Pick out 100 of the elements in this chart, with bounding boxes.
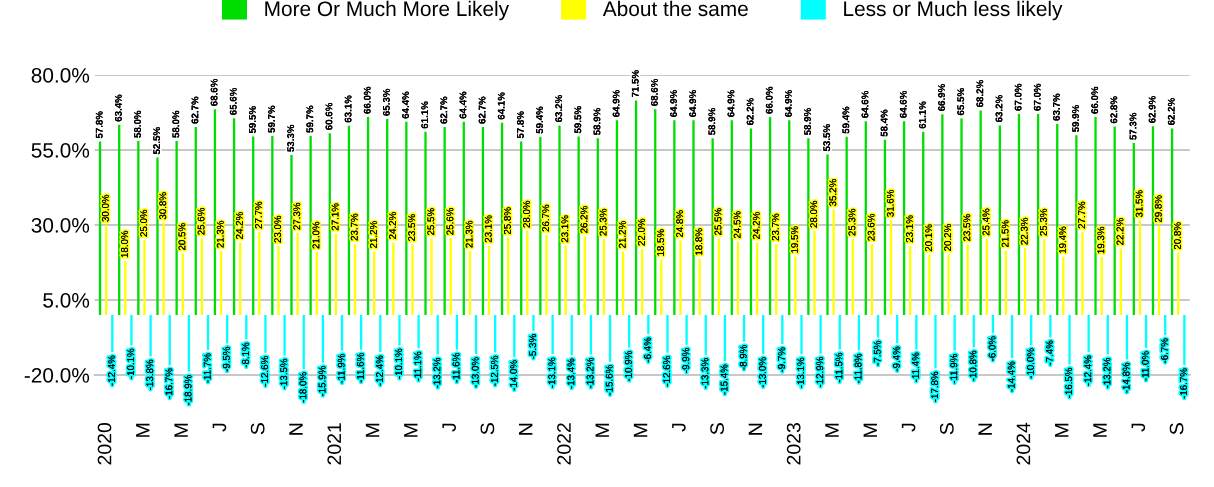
data-label: -12.4% [1084, 355, 1092, 386]
bar [551, 314, 554, 355]
data-label: -13.2% [1103, 357, 1111, 388]
data-label: 61.1% [421, 101, 429, 129]
x-tick-label: M [825, 423, 839, 437]
data-label: 59.4% [536, 106, 543, 134]
bar [424, 131, 427, 315]
data-label: -12.4% [376, 355, 383, 386]
x-tick-label: S [1169, 423, 1184, 435]
data-label: -7.5% [873, 340, 881, 366]
data-label: -13.3% [701, 358, 709, 389]
bar [1183, 314, 1186, 366]
y-tick-label: 80.0% [31, 68, 90, 83]
data-label: 65.5% [957, 88, 965, 116]
legend-label: More Or Much More Likely [265, 0, 510, 21]
x-tick-label: S [939, 423, 954, 435]
data-label: 20.5% [178, 223, 186, 250]
data-label: 68.6% [210, 78, 218, 106]
y-tick-label: 55.0% [31, 143, 90, 158]
bar [673, 120, 676, 315]
data-label: 65.6% [229, 87, 237, 115]
data-label: -12.6% [261, 356, 269, 387]
data-label: -13.5% [280, 358, 288, 389]
data-label: -18.0% [299, 372, 307, 403]
data-label: 58.0% [134, 110, 141, 138]
x-tick-label: 2022 [557, 423, 571, 465]
bar [539, 136, 542, 315]
data-label: 25.3% [1039, 208, 1047, 236]
data-label: 63.1% [344, 95, 352, 123]
data-label: 20.1% [925, 224, 932, 252]
data-label: 62.9% [1148, 95, 1156, 123]
data-label: 23.1% [905, 215, 913, 243]
data-label: 59.5% [248, 106, 256, 134]
data-label: 24.5% [733, 211, 741, 238]
data-label: 27.7% [255, 201, 262, 229]
x-tick-label: M [365, 423, 380, 437]
data-label: 28.0% [523, 200, 530, 228]
data-label: 61.1% [918, 101, 926, 129]
data-label: 53.5% [823, 124, 831, 152]
data-label: 59.9% [1072, 104, 1079, 132]
data-label: 60.6% [325, 102, 333, 130]
data-label: 22.3% [1020, 217, 1028, 245]
data-label: -11.6% [356, 353, 364, 383]
bar [813, 230, 816, 315]
data-label: 63.4% [114, 94, 122, 122]
data-label: 21.2% [369, 221, 377, 248]
data-label: 24.2% [752, 212, 760, 239]
data-label: -11.9% [337, 354, 345, 384]
data-label: 25.3% [599, 208, 607, 236]
data-label: 58.0% [172, 110, 180, 138]
data-label: 19.4% [1059, 226, 1066, 254]
data-label: 21.2% [618, 221, 626, 248]
bar [577, 136, 580, 315]
bar [290, 155, 293, 315]
data-label: -11.0% [1141, 351, 1149, 381]
x-tick-label: J [1131, 423, 1146, 432]
data-label: -11.8% [854, 353, 862, 384]
bar [1068, 314, 1071, 365]
data-label: 62.7% [478, 96, 486, 124]
data-label: 64.9% [670, 89, 677, 117]
bar [430, 238, 433, 315]
data-label: -18.9% [184, 375, 192, 406]
data-label: 71.5% [631, 70, 639, 98]
data-label: -7.4% [1046, 340, 1053, 366]
data-label: 23.5% [408, 214, 416, 241]
legend-label: About the same [602, 0, 748, 17]
data-label: -9.5% [222, 346, 230, 372]
bar [941, 114, 944, 315]
data-label: -12.5% [490, 355, 498, 386]
data-label: 18.0% [121, 230, 128, 258]
data-label: 64.6% [861, 90, 869, 118]
x-tick-label: M [136, 423, 150, 437]
data-label: 23.7% [771, 213, 779, 241]
data-label: 21.0% [312, 221, 320, 249]
data-label: 66.0% [765, 86, 773, 114]
data-label: 27.1% [331, 203, 339, 231]
data-label: 62.8% [1110, 96, 1118, 124]
bar [1087, 314, 1090, 353]
data-label: -13.1% [797, 357, 805, 388]
data-label: 26.7% [542, 204, 550, 232]
bar [130, 314, 133, 346]
data-label: -10.1% [127, 348, 135, 379]
data-label: 21.3% [216, 220, 224, 248]
x-tick-label: 2020 [97, 422, 112, 465]
data-label: -11.7% [203, 353, 211, 383]
data-label: -12.9% [816, 357, 824, 388]
data-label: -13.2% [586, 357, 594, 388]
data-label: -13.0% [758, 357, 766, 388]
bar [443, 126, 446, 315]
x-tick-label: N [978, 423, 992, 435]
data-label: -15.6% [605, 365, 613, 396]
data-label: 18.8% [695, 228, 703, 255]
bar [794, 256, 797, 315]
data-label: 59.4% [842, 106, 850, 134]
x-tick-label: J [212, 423, 227, 432]
data-label: 68.6% [650, 78, 658, 106]
data-label: 59.7% [306, 105, 314, 133]
data-label: 58.9% [708, 107, 716, 135]
bar [398, 314, 401, 346]
y-tick-label: -20.0% [24, 367, 90, 383]
